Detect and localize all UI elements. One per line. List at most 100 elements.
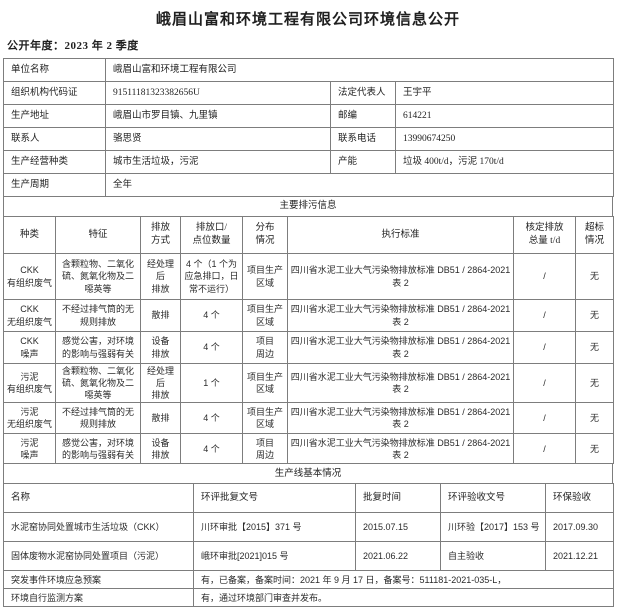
info-value: 13990674250	[395, 127, 614, 151]
table-row: 生产周期 全年	[3, 173, 614, 197]
table-row: 污泥 有组织废气 含颗粒物、二氧化硫、氮氧化物及二噁英等 经处理后 排放 1 个…	[3, 362, 614, 404]
cell-exceedance: 无	[575, 299, 614, 332]
cell-feature: 不经过排气筒的无规则排放	[55, 402, 141, 435]
table-row: 污泥 噪声 感觉公害，对环境的影响与强弱有关 设备 排放 4 个 项目 周边 四…	[3, 433, 614, 465]
cell-distribution: 项目生产 区域	[242, 362, 288, 404]
info-label: 联系人	[3, 127, 106, 151]
info-value: 垃圾 400t/d，污泥 170t/d	[395, 150, 614, 174]
table-row: 组织机构代码证 91511181323382656U 法定代表人 王宇平	[3, 81, 614, 105]
cell-method: 设备 排放	[140, 331, 181, 364]
cell-exceedance: 无	[575, 331, 614, 364]
cell-eia-approval-no: 峨环审批[2021]015 号	[193, 541, 356, 572]
cell-standard: 四川省水泥工业大气污染物排放标准 DB51 / 2864-2021 表 2	[287, 299, 514, 332]
cell-method: 经处理后 排放	[140, 253, 181, 300]
section-title: 生产线基本情况	[3, 463, 613, 485]
info-value: 91511181323382656U	[105, 81, 331, 105]
cell-distribution: 项目 周边	[242, 331, 288, 364]
cell-distribution: 项目 周边	[242, 433, 288, 465]
plan-value: 有，通过环境部门审查并发布。	[193, 588, 614, 607]
cell-exceedance: 无	[575, 362, 614, 404]
cell-approved-total: /	[513, 331, 576, 364]
table-header-row: 种类 特征 排放 方式 排放口/ 点位数量 分布 情况 执行标准 核定排放 总量…	[3, 216, 614, 254]
cell-name: 固体废物水泥窑协同处置项目（污泥）	[3, 541, 194, 572]
cell-approved-total: /	[513, 433, 576, 465]
col-header-approval-date: 批复时间	[355, 483, 441, 514]
cell-outlets: 4 个	[180, 331, 243, 364]
table-row: 生产经营种类 城市生活垃圾，污泥 产能 垃圾 400t/d，污泥 170t/d	[3, 150, 614, 174]
col-header-standard: 执行标准	[287, 216, 514, 254]
cell-distribution: 项目生产 区域	[242, 299, 288, 332]
cell-method: 散排	[140, 402, 181, 435]
cell-distribution: 项目生产 区域	[242, 253, 288, 300]
cell-kind: CKK 噪声	[3, 331, 56, 364]
cell-approved-total: /	[513, 362, 576, 404]
cell-feature: 含颗粒物、二氧化硫、氮氧化物及二噁英等	[55, 362, 141, 404]
cell-outlets: 4 个	[180, 402, 243, 435]
col-header-acceptance-date: 环保验收	[545, 483, 614, 514]
info-value: 全年	[105, 173, 614, 197]
cell-method: 设备 排放	[140, 433, 181, 465]
info-value: 城市生活垃圾，污泥	[105, 150, 331, 174]
cell-method: 散排	[140, 299, 181, 332]
cell-outlets: 4 个	[180, 433, 243, 465]
table-header-row: 名称 环评批复文号 批复时间 环评验收文号 环保验收	[3, 483, 614, 514]
plan-label: 突发事件环境应急预案	[3, 570, 194, 590]
plan-label: 环境自行监测方案	[3, 588, 194, 607]
col-header-eia-approval-no: 环评批复文号	[193, 483, 356, 514]
table-row: 污泥 无组织废气 不经过排气筒的无规则排放 散排 4 个 项目生产 区域 四川省…	[3, 402, 614, 435]
table-row: 突发事件环境应急预案 有，已备案，备案时间：2021 年 9 月 17 日，备案…	[3, 570, 614, 590]
info-value: 峨眉山富和环境工程有限公司	[105, 58, 614, 82]
cell-eia-approval-no: 川环审批【2015】371 号	[193, 512, 356, 543]
cell-distribution: 项目生产 区域	[242, 402, 288, 435]
col-header-approved-total: 核定排放 总量 t/d	[513, 216, 576, 254]
cell-outlets: 4 个	[180, 299, 243, 332]
info-label: 法定代表人	[330, 81, 396, 105]
cell-approval-date: 2015.07.15	[355, 512, 441, 543]
col-header-name: 名称	[3, 483, 194, 514]
info-value: 614221	[395, 104, 614, 128]
info-value: 王宇平	[395, 81, 614, 105]
cell-method: 经处理后 排放	[140, 362, 181, 404]
table-row: 环境自行监测方案 有，通过环境部门审查并发布。	[3, 588, 614, 607]
cell-outlets: 1 个	[180, 362, 243, 404]
table-row: 水泥窑协同处置城市生活垃圾（CKK） 川环审批【2015】371 号 2015.…	[3, 512, 614, 543]
cell-approved-total: /	[513, 402, 576, 435]
cell-kind: CKK 无组织废气	[3, 299, 56, 332]
cell-exceedance: 无	[575, 433, 614, 465]
company-info-table: 单位名称 峨眉山富和环境工程有限公司 组织机构代码证 9151118132338…	[3, 58, 614, 197]
cell-approved-total: /	[513, 253, 576, 300]
table-row: CKK 噪声 感觉公害，对环境的影响与强弱有关 设备 排放 4 个 项目 周边 …	[3, 331, 614, 364]
emission-table: 种类 特征 排放 方式 排放口/ 点位数量 分布 情况 执行标准 核定排放 总量…	[3, 216, 614, 465]
cell-standard: 四川省水泥工业大气污染物排放标准 DB51 / 2864-2021 表 2	[287, 331, 514, 364]
col-header-exceedance: 超标 情况	[575, 216, 614, 254]
cell-name: 水泥窑协同处置城市生活垃圾（CKK）	[3, 512, 194, 543]
col-header-acceptance-no: 环评验收文号	[440, 483, 546, 514]
info-label: 组织机构代码证	[3, 81, 106, 105]
info-label: 生产地址	[3, 104, 106, 128]
cell-approval-date: 2021.06.22	[355, 541, 441, 572]
cell-acceptance-date: 2017.09.30	[545, 512, 614, 543]
info-label: 邮编	[330, 104, 396, 128]
cell-standard: 四川省水泥工业大气污染物排放标准 DB51 / 2864-2021 表 2	[287, 433, 514, 465]
emission-section-banner: 主要排污信息	[3, 196, 613, 217]
cell-kind: CKK 有组织废气	[3, 253, 56, 300]
section-title: 主要排污信息	[3, 196, 613, 217]
table-row: CKK 有组织废气 含颗粒物、二氧化硫、氮氧化物及二噁英等 经处理后 排放 4 …	[3, 253, 614, 300]
plans-table: 突发事件环境应急预案 有，已备案，备案时间：2021 年 9 月 17 日，备案…	[3, 570, 614, 607]
info-value: 峨眉山市罗目镇、九里镇	[105, 104, 331, 128]
cell-exceedance: 无	[575, 402, 614, 435]
production-section-banner: 生产线基本情况	[3, 463, 613, 485]
table-row: 生产地址 峨眉山市罗目镇、九里镇 邮编 614221	[3, 104, 614, 128]
table-row: CKK 无组织废气 不经过排气筒的无规则排放 散排 4 个 项目生产 区域 四川…	[3, 299, 614, 332]
info-label: 联系电话	[330, 127, 396, 151]
cell-standard: 四川省水泥工业大气污染物排放标准 DB51 / 2864-2021 表 2	[287, 402, 514, 435]
disclosure-period: 公开年度：2023 年 2 季度	[7, 40, 139, 52]
col-header-method: 排放 方式	[140, 216, 181, 254]
col-header-outlets: 排放口/ 点位数量	[180, 216, 243, 254]
table-row: 联系人 骆思贤 联系电话 13990674250	[3, 127, 614, 151]
info-label: 单位名称	[3, 58, 106, 82]
cell-kind: 污泥 噪声	[3, 433, 56, 465]
cell-acceptance-no: 川环验【2017】153 号	[440, 512, 546, 543]
cell-outlets: 4 个（1 个为应急排口，日常不运行）	[180, 253, 243, 300]
